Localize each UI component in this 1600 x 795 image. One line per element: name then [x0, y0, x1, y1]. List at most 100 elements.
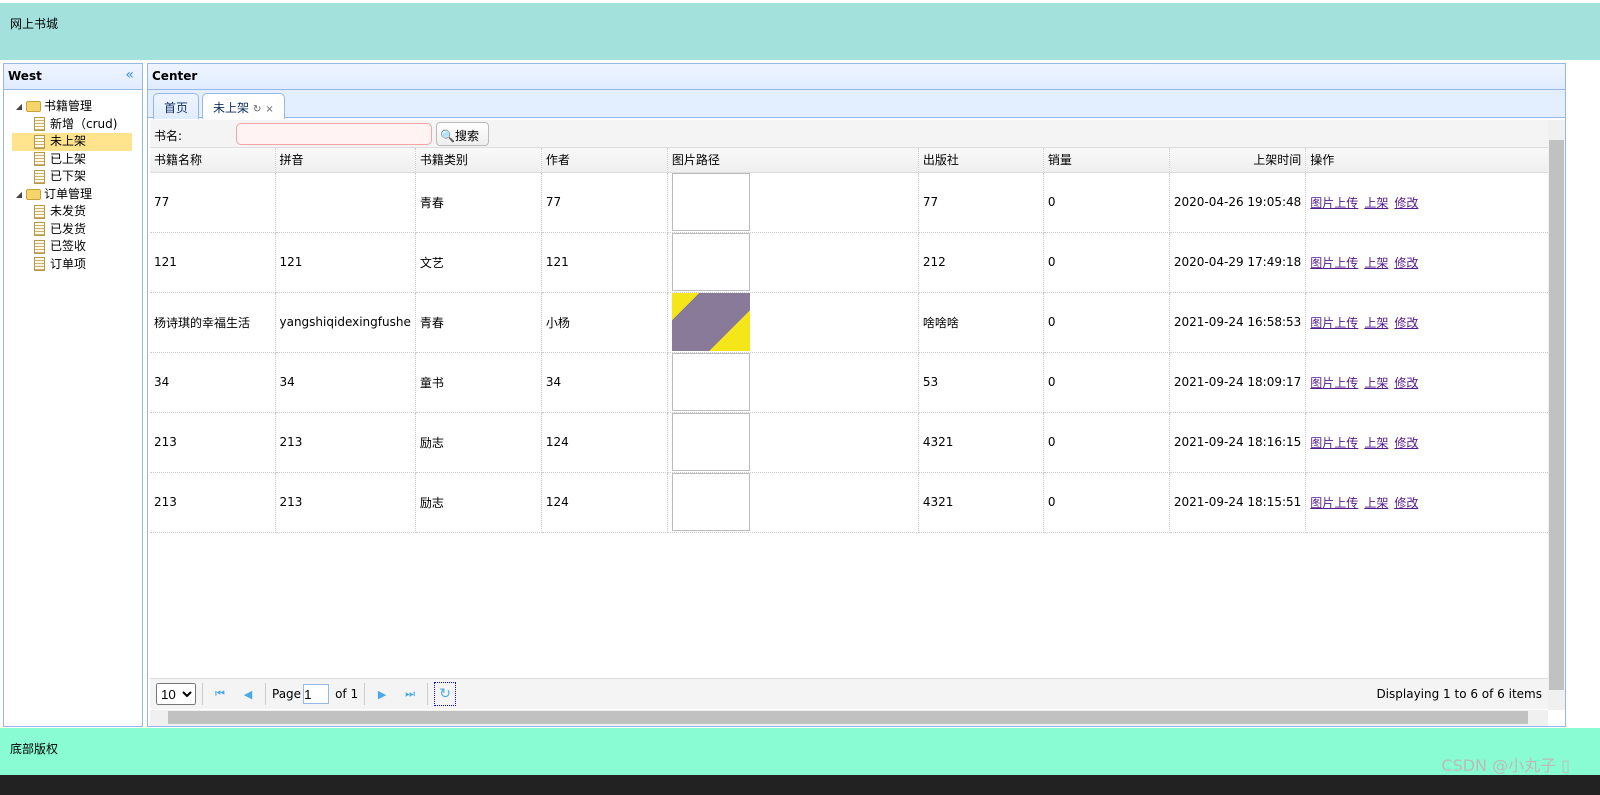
tab-unlisted[interactable]: 未上架 ↻ × [202, 93, 285, 119]
first-page-icon[interactable]: ⏮ [215, 687, 225, 700]
column-header[interactable]: 作者 [541, 148, 668, 173]
action-link[interactable]: 上架 [1364, 495, 1389, 510]
cell-pinyin: yangshiqidexingfushe [275, 292, 416, 353]
cell-name: 杨诗琪的幸福生活 [150, 292, 276, 353]
action-link[interactable]: 图片上传 [1310, 375, 1359, 390]
prev-page-icon[interactable]: ◀ [243, 687, 253, 701]
cell-time: 2021-09-24 18:09:17 [1169, 352, 1307, 413]
cell-name: 213 [150, 412, 276, 473]
tab-home[interactable]: 首页 [153, 93, 200, 119]
pager-display-info: Displaying 1 to 6 of 6 items [1376, 687, 1542, 701]
column-header[interactable]: 书籍类别 [415, 148, 542, 173]
column-header[interactable]: 图片路径 [667, 148, 919, 173]
tree-item[interactable]: 新增（crud) [12, 116, 142, 134]
column-header[interactable]: 上架时间 [1169, 148, 1307, 173]
table-row[interactable]: 213 213 励志 124 4321 0 2021-09-24 18:15:51 图片上传上… [150, 472, 1559, 533]
action-link[interactable]: 修改 [1394, 195, 1419, 210]
tree-item-label: 已上架 [50, 151, 87, 166]
page-number-input[interactable] [303, 684, 330, 704]
cell-image [667, 172, 919, 233]
table-row[interactable]: 34 34 童书 34 53 0 2021-09-24 18:09:17 图片上传 上架 修改 [150, 352, 1559, 413]
last-page-icon[interactable]: ⏭ [405, 687, 416, 700]
vertical-scrollbar[interactable] [1548, 120, 1565, 710]
file-icon [34, 134, 45, 149]
column-header[interactable]: 拼音 [275, 148, 416, 173]
cell-actions: 图片上传 上架 修改 [1305, 172, 1559, 233]
tree-item[interactable]: 未发货 [12, 203, 142, 221]
cell-publisher: 啥啥啥 [918, 292, 1044, 353]
action-link[interactable]: 图片上传 [1310, 255, 1359, 270]
page-of-label: of 1 [335, 687, 359, 701]
center-title: Center [152, 69, 198, 83]
book-cover-image [671, 293, 750, 351]
refresh-icon[interactable]: ↻ [253, 104, 262, 115]
next-page-icon[interactable]: ▶ [377, 687, 387, 701]
tree-item-label: 新增（crud) [50, 116, 118, 131]
cell-publisher: 212 [918, 232, 1044, 293]
action-link[interactable]: 修改 [1394, 435, 1419, 450]
file-icon [34, 257, 45, 272]
table-row[interactable]: 121 121 文艺 121 212 0 2020-04-29 17:49:18 图片上传 上架… [150, 232, 1559, 293]
action-link[interactable]: 修改 [1394, 255, 1419, 270]
action-link[interactable]: 修改 [1394, 315, 1419, 330]
cell-name: 77 [150, 172, 276, 233]
book-cover-image [671, 353, 750, 411]
tree-item[interactable]: 已下架 [12, 168, 142, 186]
cell-author: 121 [541, 232, 668, 293]
site-title: 网上书城 [10, 17, 59, 31]
tree-folder-label: 订单管理 [44, 186, 93, 201]
expand-triangle-icon[interactable]: ◢ [15, 189, 23, 199]
close-icon[interactable]: × [265, 104, 274, 115]
action-link[interactable]: 上架 [1364, 375, 1389, 390]
tree-item[interactable]: 订单项 [12, 256, 142, 274]
center-panel-header: Center [148, 64, 1565, 90]
search-label: 书名: [154, 129, 183, 143]
cell-author: 124 [541, 412, 668, 473]
action-link[interactable]: 图片上传 [1310, 495, 1359, 510]
column-header[interactable]: 操作 [1305, 148, 1559, 173]
action-link[interactable]: 图片上传 [1310, 435, 1359, 450]
action-link[interactable]: 修改 [1394, 495, 1419, 510]
page-label: Page [272, 687, 302, 701]
tab-label: 未上架 [213, 101, 250, 115]
cell-author: 小杨 [541, 292, 668, 353]
table-row[interactable]: 213 213 励志 124 4321 0 2021-09-24 18:16:15 图片上传上… [150, 412, 1559, 473]
cell-publisher: 4321 [918, 412, 1044, 473]
table-row[interactable]: 77 青春 77 77 0 2020-04-26 19:05:48 图片上传 上架 修改 [150, 172, 1559, 233]
action-link[interactable]: 上架 [1364, 315, 1389, 330]
cell-category: 励志 [415, 472, 542, 533]
action-link[interactable]: 图片上传 [1310, 195, 1359, 210]
search-toolbar: 书名: 🔍搜索 [150, 120, 1548, 148]
action-link[interactable]: 上架 [1364, 255, 1389, 270]
file-icon [34, 169, 45, 184]
search-input[interactable] [236, 123, 432, 145]
horizontal-scrollbar[interactable] [150, 710, 1548, 726]
action-link[interactable]: 上架 [1364, 195, 1389, 210]
file-icon [34, 152, 45, 167]
book-cover-image [671, 473, 750, 531]
cell-image [667, 352, 919, 413]
file-icon [34, 222, 45, 237]
collapse-icon[interactable]: « [125, 67, 134, 83]
action-link[interactable]: 上架 [1364, 435, 1389, 450]
tree-item-label: 已下架 [50, 169, 87, 184]
table-row[interactable]: 杨诗琪的幸福生活 yangshiqidexingfushe 青春 小杨 啥啥啥 0 2021… [150, 292, 1559, 353]
cell-actions: 图片上传 上架 修改 [1305, 412, 1559, 473]
tree-folder[interactable]: ◢ 书籍管理 [12, 98, 142, 116]
column-header[interactable]: 出版社 [918, 148, 1044, 173]
tree-folder[interactable]: ◢ 订单管理 [12, 186, 142, 204]
expand-triangle-icon[interactable]: ◢ [15, 102, 23, 112]
footer: 底部版权 [0, 728, 1600, 775]
page-size-select[interactable]: 10 [156, 683, 196, 705]
action-link[interactable]: 图片上传 [1310, 315, 1359, 330]
column-header[interactable]: 书籍名称 [150, 148, 276, 173]
tree-item[interactable]: 已上架 [12, 151, 142, 169]
west-title: West [8, 69, 42, 83]
search-button[interactable]: 🔍搜索 [436, 122, 489, 146]
tree-item[interactable]: 未上架 [12, 133, 132, 151]
column-header[interactable]: 销量 [1043, 148, 1170, 173]
action-link[interactable]: 修改 [1394, 375, 1419, 390]
refresh-icon[interactable]: ↻ [434, 682, 457, 706]
tree-item[interactable]: 已签收 [12, 238, 142, 256]
tree-item[interactable]: 已发货 [12, 221, 142, 239]
